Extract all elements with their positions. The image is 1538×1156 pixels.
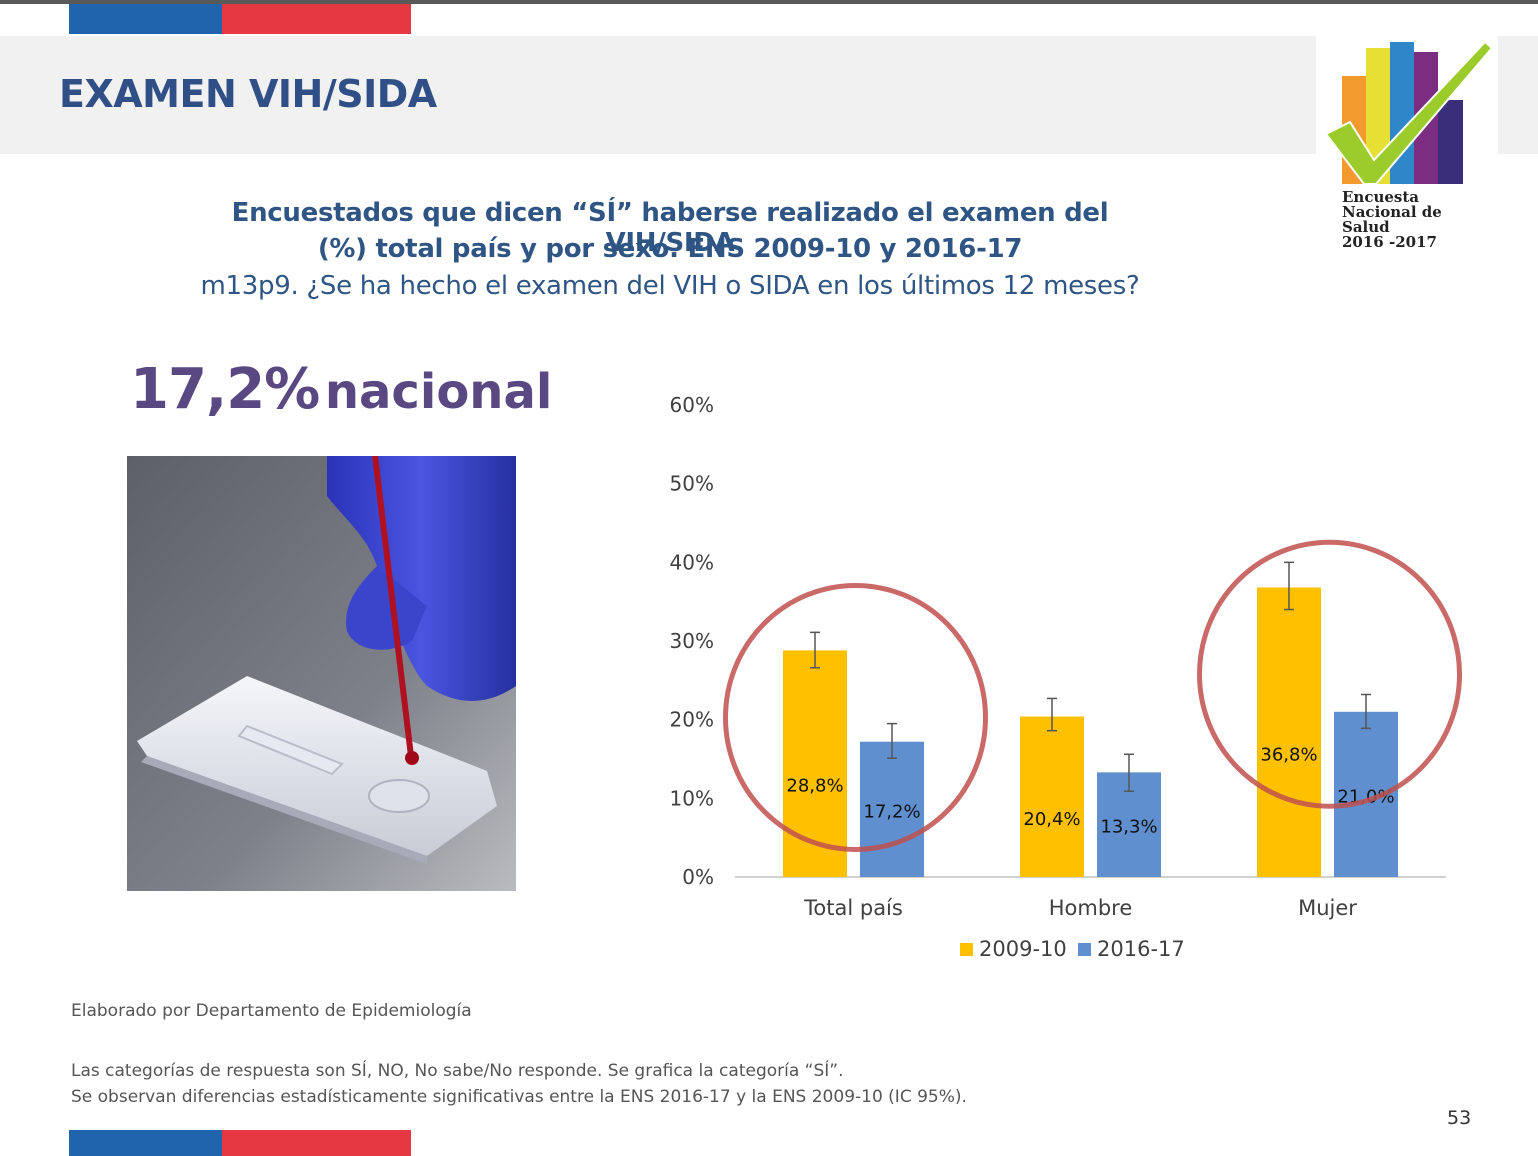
y-tick-label: 50% [670, 472, 714, 496]
y-tick-label: 30% [670, 629, 714, 653]
data-label: 28,8% [786, 776, 843, 797]
slide-title: EXAMEN VIH/SIDA [59, 72, 437, 116]
blood-drop [405, 751, 419, 765]
national-kpi: 17,2% nacional [130, 357, 552, 422]
cassette-edge [141, 756, 427, 864]
footnote-line-1: Las categorías de respuesta son SÍ, NO, … [71, 1061, 844, 1081]
bar-chart: 0% 10% 20% 30% 40% 50% 60% 28,8% 17,2% 20,4% 13,3… [670, 393, 1462, 961]
legend-label-2016-17: 2016-17 [1097, 937, 1185, 961]
logo-bar-indigo [1438, 100, 1463, 184]
data-label: 20,4% [1023, 809, 1080, 830]
kpi-value: 17,2% [130, 357, 320, 422]
logo-line-2: Nacional de [1342, 203, 1442, 221]
y-tick-label: 10% [670, 786, 714, 810]
header-stripe-blue [69, 4, 222, 34]
y-tick-label: 20% [670, 708, 714, 732]
data-label: 13,3% [1100, 817, 1157, 838]
chart-title-line-2: (%) total país y por sexo. ENS 2009-10 y… [317, 234, 1023, 264]
glove-finger [346, 566, 427, 650]
y-tick-label: 40% [670, 550, 714, 574]
x-tick-label: Mujer [1298, 896, 1357, 920]
legend-swatch-2009-10 [960, 943, 973, 956]
blood-pipette [372, 456, 414, 757]
legend-swatch-2016-17 [1078, 943, 1091, 956]
logo-checkmark [1324, 40, 1494, 185]
bars: 28,8%17,2% 20,4% 13,3%36,8%21,0% [783, 561, 1398, 877]
bar-2016-17-Total país [860, 741, 924, 877]
x-tick-label: Hombre [1049, 896, 1133, 920]
highlight-circle-Mujer [1197, 539, 1462, 809]
bar-2009-10-Total país [783, 650, 847, 877]
y-axis: 0% 10% 20% 30% 40% 50% 60% [670, 393, 714, 889]
result-window [237, 724, 344, 776]
page-number: 53 [1447, 1107, 1472, 1129]
question-text: m13p9. ¿Se ha hecho el examen del VIH o … [200, 271, 1140, 301]
kpi-label: nacional [324, 364, 553, 420]
data-label: 36,8% [1260, 744, 1317, 765]
y-tick-label: 60% [670, 393, 714, 417]
source-note: Elaborado por Departamento de Epidemiolo… [71, 1001, 472, 1021]
top-border-line [0, 0, 1538, 4]
logo-line-3: Salud [1342, 218, 1390, 236]
legend: 2009-10 2016-17 [960, 937, 1185, 961]
bar-2009-10-Hombre [1020, 716, 1084, 877]
chart-title-line-1: Encuestados que dicen “SÍ” haberse reali… [231, 198, 1109, 258]
data-label: 17,2% [863, 801, 920, 822]
footnote-line-2: Se observan diferencias estadísticamente… [71, 1087, 967, 1107]
logo-line-4: 2016 -2017 [1342, 233, 1437, 251]
x-axis: Total país Hombre Mujer [803, 896, 1357, 920]
footer-stripe-red [222, 1130, 411, 1156]
logo-text: Encuesta Nacional de Salud 2016 -2017 [1342, 190, 1442, 250]
footer-stripe-blue [69, 1130, 222, 1156]
logo-line-1: Encuesta [1342, 188, 1420, 206]
y-tick-label: 0% [682, 865, 714, 889]
x-tick-label: Total país [803, 896, 903, 920]
highlight-circle-Total país [723, 582, 988, 852]
header-stripe-red [222, 4, 411, 34]
glove-hand [327, 456, 516, 701]
legend-label-2009-10: 2009-10 [979, 937, 1067, 961]
sample-well [368, 779, 430, 813]
header-band [0, 36, 1538, 154]
ens-logo-icon [1324, 40, 1494, 185]
hiv-test-photo [127, 456, 516, 891]
bar-2009-10-Mujer [1257, 587, 1321, 877]
